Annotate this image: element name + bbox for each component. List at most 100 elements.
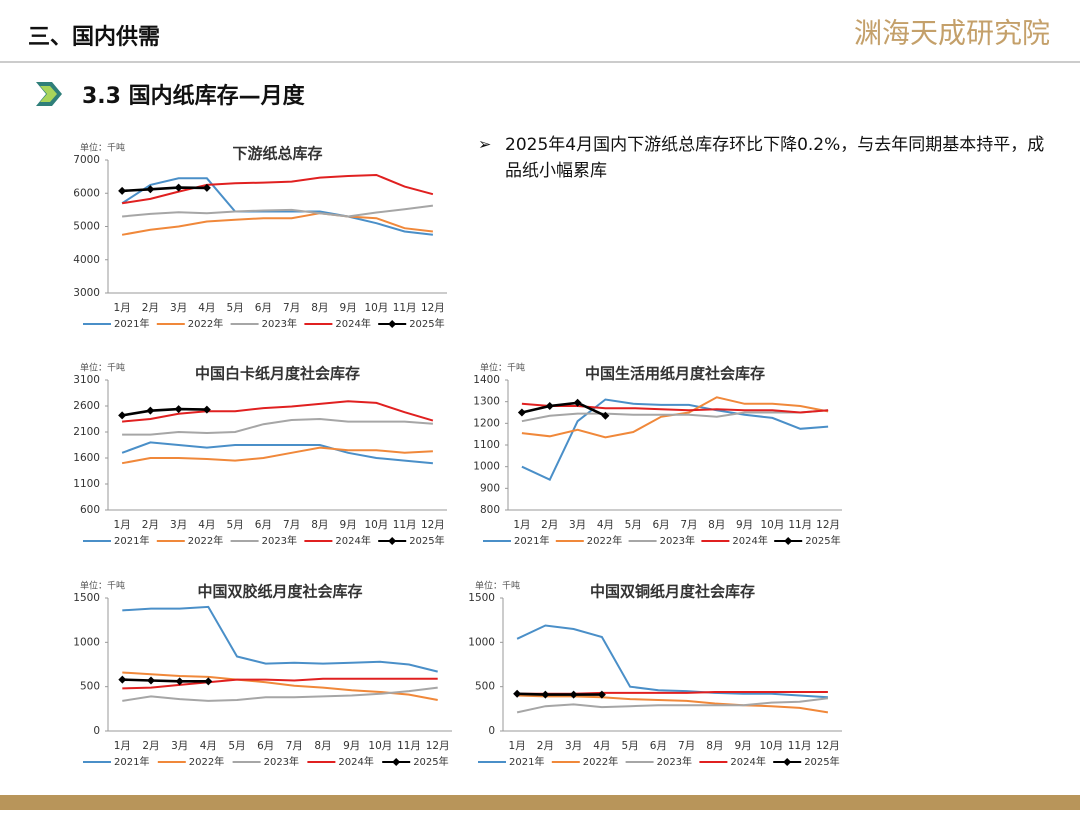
point-marker <box>174 405 183 414</box>
x-tick-label: 8月 <box>311 302 328 314</box>
unit-label: 单位：千吨 <box>480 362 525 374</box>
x-tick-label: 11月 <box>788 519 812 531</box>
legend-label: 2021年 <box>114 755 149 768</box>
point-marker <box>146 185 155 194</box>
x-tick-label: 2月 <box>541 519 558 531</box>
point-marker <box>146 406 155 415</box>
x-tick-label: 11月 <box>393 302 417 314</box>
series-line <box>122 400 434 423</box>
series-line <box>122 686 438 702</box>
x-tick-label: 12月 <box>816 740 840 752</box>
x-tick-label: 10月 <box>760 519 784 531</box>
series-line <box>121 177 434 236</box>
unit-label: 单位：千吨 <box>80 142 125 154</box>
series-line <box>121 212 434 236</box>
legend-label: 2021年 <box>509 755 544 768</box>
series-line <box>121 173 434 205</box>
section-icon-inner <box>40 86 57 102</box>
x-tick-label: 11月 <box>393 519 417 531</box>
y-tick-label: 1400 <box>473 374 500 386</box>
point-marker <box>545 402 554 410</box>
x-tick-label: 12月 <box>421 519 445 531</box>
section-title: 3.3 国内纸库存—月度 <box>82 83 306 109</box>
x-tick-label: 4月 <box>593 740 610 752</box>
logo: 渊海天成研究院 <box>854 17 1050 50</box>
legend-label: 2024年 <box>335 317 370 330</box>
legend-label: 2024年 <box>335 534 370 547</box>
legend-label: 2024年 <box>732 534 767 547</box>
y-tick-label: 900 <box>480 482 500 494</box>
point-marker <box>174 183 183 192</box>
unit-label: 单位：千吨 <box>80 580 125 592</box>
chart-title: 中国双胶纸月度社会库存 <box>197 583 362 601</box>
x-tick-label: 10月 <box>364 519 388 531</box>
point-marker <box>118 411 127 420</box>
x-tick-label: 9月 <box>736 519 753 531</box>
x-tick-label: 3月 <box>170 302 187 314</box>
x-tick-label: 3月 <box>565 740 582 752</box>
y-tick-label: 1000 <box>473 461 500 473</box>
x-tick-label: 10月 <box>364 302 388 314</box>
legend-marker <box>388 320 397 328</box>
y-tick-label: 2100 <box>73 426 100 438</box>
series-line <box>521 409 829 423</box>
x-tick-label: 12月 <box>426 740 450 752</box>
x-tick-label: 11月 <box>397 740 421 752</box>
point-marker <box>517 408 526 417</box>
y-tick-label: 1500 <box>73 592 100 604</box>
series-line <box>122 678 209 683</box>
y-tick-label: 1000 <box>73 636 100 648</box>
x-tick-label: 4月 <box>198 519 215 531</box>
x-tick-label: 6月 <box>650 740 667 752</box>
x-tick-label: 9月 <box>735 740 752 752</box>
x-tick-label: 5月 <box>227 302 244 314</box>
y-tick-label: 0 <box>488 725 495 737</box>
y-tick-label: 600 <box>80 504 100 516</box>
legend-label: 2025年 <box>409 534 444 547</box>
x-tick-label: 7月 <box>283 519 300 531</box>
legend-label: 2024年 <box>730 755 765 768</box>
point-marker <box>569 690 578 699</box>
x-tick-label: 9月 <box>343 740 360 752</box>
x-tick-label: 1月 <box>509 740 526 752</box>
legend-label: 2021年 <box>514 534 549 547</box>
x-tick-label: 4月 <box>198 302 215 314</box>
x-tick-label: 7月 <box>283 302 300 314</box>
x-tick-label: 5月 <box>625 519 642 531</box>
legend-label: 2022年 <box>188 534 223 547</box>
bullet-text: 2025年4月国内下游纸总库存环比下降0.2%，与去年同期基本持平，成品纸小幅累… <box>505 135 1045 181</box>
x-tick-label: 2月 <box>142 519 159 531</box>
y-tick-label: 7000 <box>73 154 100 166</box>
y-tick-label: 2600 <box>73 400 100 412</box>
x-tick-label: 7月 <box>678 740 695 752</box>
point-marker <box>147 676 155 685</box>
x-tick-label: 2月 <box>537 740 554 752</box>
legend-label: 2022年 <box>188 317 223 330</box>
legend-label: 2023年 <box>660 534 695 547</box>
legend-marker <box>783 758 792 766</box>
series-line <box>121 446 433 465</box>
x-tick-label: 6月 <box>652 519 669 531</box>
y-tick-label: 1100 <box>73 478 100 490</box>
legend-label: 2025年 <box>804 755 839 768</box>
chart-title: 中国双铜纸月度社会库存 <box>590 583 755 601</box>
x-tick-label: 10月 <box>759 740 783 752</box>
y-tick-label: 0 <box>93 725 100 737</box>
point-marker <box>175 677 184 686</box>
x-tick-label: 1月 <box>114 302 131 314</box>
legend-label: 2022年 <box>189 755 224 768</box>
point-marker <box>204 677 213 686</box>
x-tick-label: 6月 <box>255 519 272 531</box>
point-marker <box>601 411 610 420</box>
point-marker <box>541 690 550 699</box>
x-tick-label: 2月 <box>142 740 159 752</box>
y-tick-label: 3000 <box>73 287 100 299</box>
series-line <box>122 186 207 193</box>
chart-title: 中国生活用纸月度社会库存 <box>585 365 765 383</box>
x-tick-label: 5月 <box>622 740 639 752</box>
unit-label: 单位：千吨 <box>475 580 520 592</box>
legend-label: 2022年 <box>587 534 622 547</box>
series-line <box>122 417 433 436</box>
series-line <box>521 402 829 414</box>
